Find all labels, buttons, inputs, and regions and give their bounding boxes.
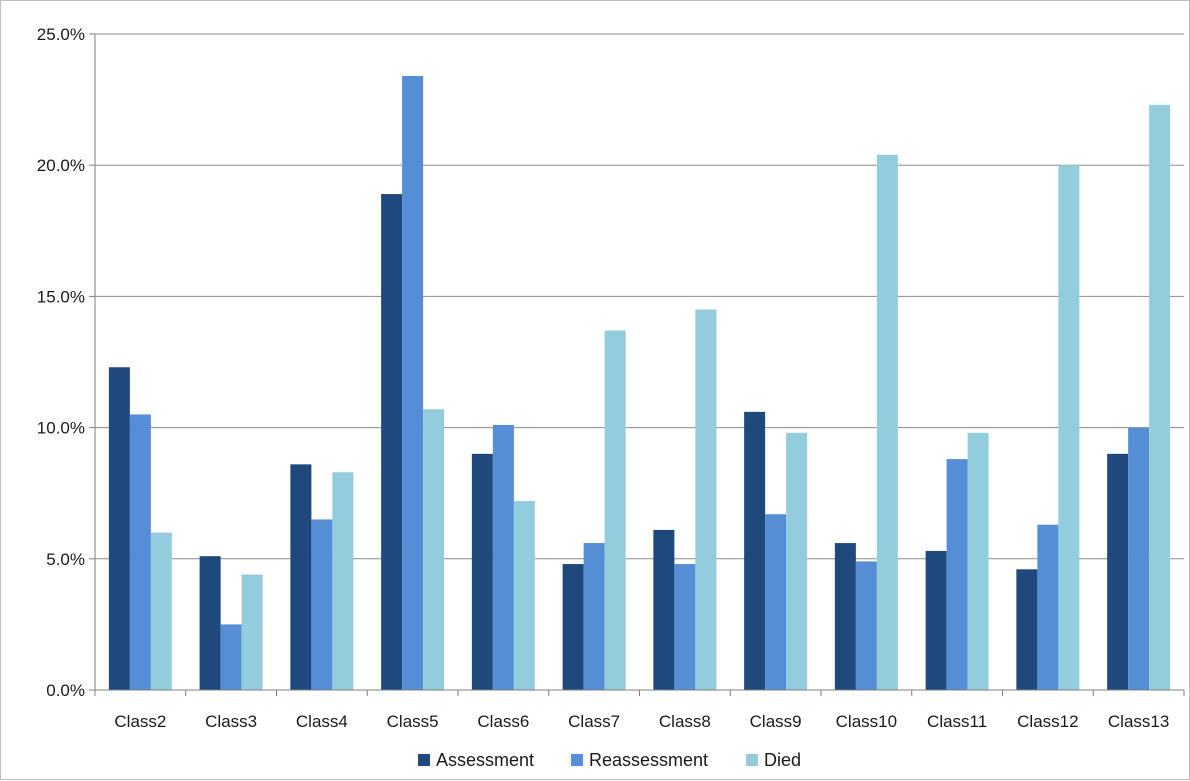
- bar-reassessment-class7: [583, 543, 605, 690]
- bar-reassessment-class4: [311, 519, 333, 690]
- bar-died-class13: [1149, 104, 1171, 690]
- bar-assessment-class2: [108, 367, 130, 690]
- bar-assessment-class3: [199, 556, 221, 690]
- bar-assessment-class10: [834, 543, 856, 690]
- x-tick-label: Class7: [568, 712, 620, 731]
- legend: Assessment Reassessment Died: [418, 750, 801, 770]
- x-axis-ticks: Class2 Class3 Class4 Class5 Class6 Class7 Clas…: [94, 690, 1185, 731]
- bar-died-class5: [423, 409, 445, 690]
- bar-reassessment-class11: [946, 459, 968, 690]
- x-tick-label: Class10: [836, 712, 897, 731]
- bar-assessment-class12: [1016, 569, 1038, 690]
- bar-died-class2: [150, 532, 172, 690]
- x-tick-label: Class2: [114, 712, 166, 731]
- y-tick-label: 15.0%: [37, 287, 85, 306]
- bar-died-class3: [241, 574, 263, 690]
- bar-assessment-class8: [653, 529, 675, 690]
- y-tick-label: 0.0%: [46, 681, 85, 700]
- x-tick-label: Class3: [205, 712, 257, 731]
- bar-died-class8: [695, 309, 717, 690]
- bar-assessment-class6: [471, 453, 493, 690]
- bar-reassessment-class2: [129, 414, 151, 690]
- legend-swatch-died: [746, 754, 758, 766]
- bar-died-class9: [786, 432, 808, 690]
- y-tick-label: 5.0%: [46, 550, 85, 569]
- bar-reassessment-class12: [1037, 524, 1059, 690]
- gridlines: [95, 33, 1184, 560]
- legend-swatch-assessment: [418, 754, 430, 766]
- x-tick-label: Class12: [1017, 712, 1078, 731]
- x-tick-label: Class6: [477, 712, 529, 731]
- x-tick-label: Class5: [387, 712, 439, 731]
- bar-died-class4: [332, 472, 354, 690]
- bar-died-class11: [967, 432, 989, 690]
- bar-died-class12: [1058, 165, 1080, 690]
- bar-reassessment-class8: [674, 564, 696, 690]
- bar-assessment-class9: [744, 411, 766, 690]
- y-tick-label: 25.0%: [37, 25, 85, 44]
- bar-reassessment-class6: [492, 424, 514, 690]
- bar-died-class10: [876, 154, 898, 691]
- bar-assessment-class13: [1107, 453, 1129, 690]
- bar-reassessment-class5: [402, 75, 424, 690]
- bar-assessment-class5: [381, 194, 403, 690]
- bar-reassessment-class3: [220, 624, 242, 690]
- bar-assessment-class4: [290, 464, 312, 690]
- legend-label-reassessment: Reassessment: [589, 750, 708, 770]
- y-tick-label: 20.0%: [37, 156, 85, 175]
- legend-swatch-reassessment: [571, 754, 583, 766]
- x-tick-label: Class8: [659, 712, 711, 731]
- bar-assessment-class7: [562, 564, 584, 690]
- legend-label-assessment: Assessment: [436, 750, 534, 770]
- bar-reassessment-class13: [1128, 427, 1150, 690]
- legend-label-died: Died: [764, 750, 801, 770]
- bar-reassessment-class10: [855, 561, 877, 690]
- x-tick-label: Class4: [296, 712, 348, 731]
- bar-died-class7: [604, 330, 626, 690]
- bar-assessment-class11: [925, 550, 947, 690]
- bar-died-class6: [513, 501, 535, 690]
- bars: [108, 75, 1171, 691]
- x-tick-label: Class9: [750, 712, 802, 731]
- x-tick-label: Class11: [927, 712, 987, 731]
- y-axis-ticks: 0.0% 5.0% 10.0% 15.0% 20.0% 25.0%: [37, 25, 95, 700]
- x-tick-label: Class13: [1108, 712, 1169, 731]
- bar-reassessment-class9: [765, 514, 787, 690]
- y-tick-label: 10.0%: [37, 419, 85, 438]
